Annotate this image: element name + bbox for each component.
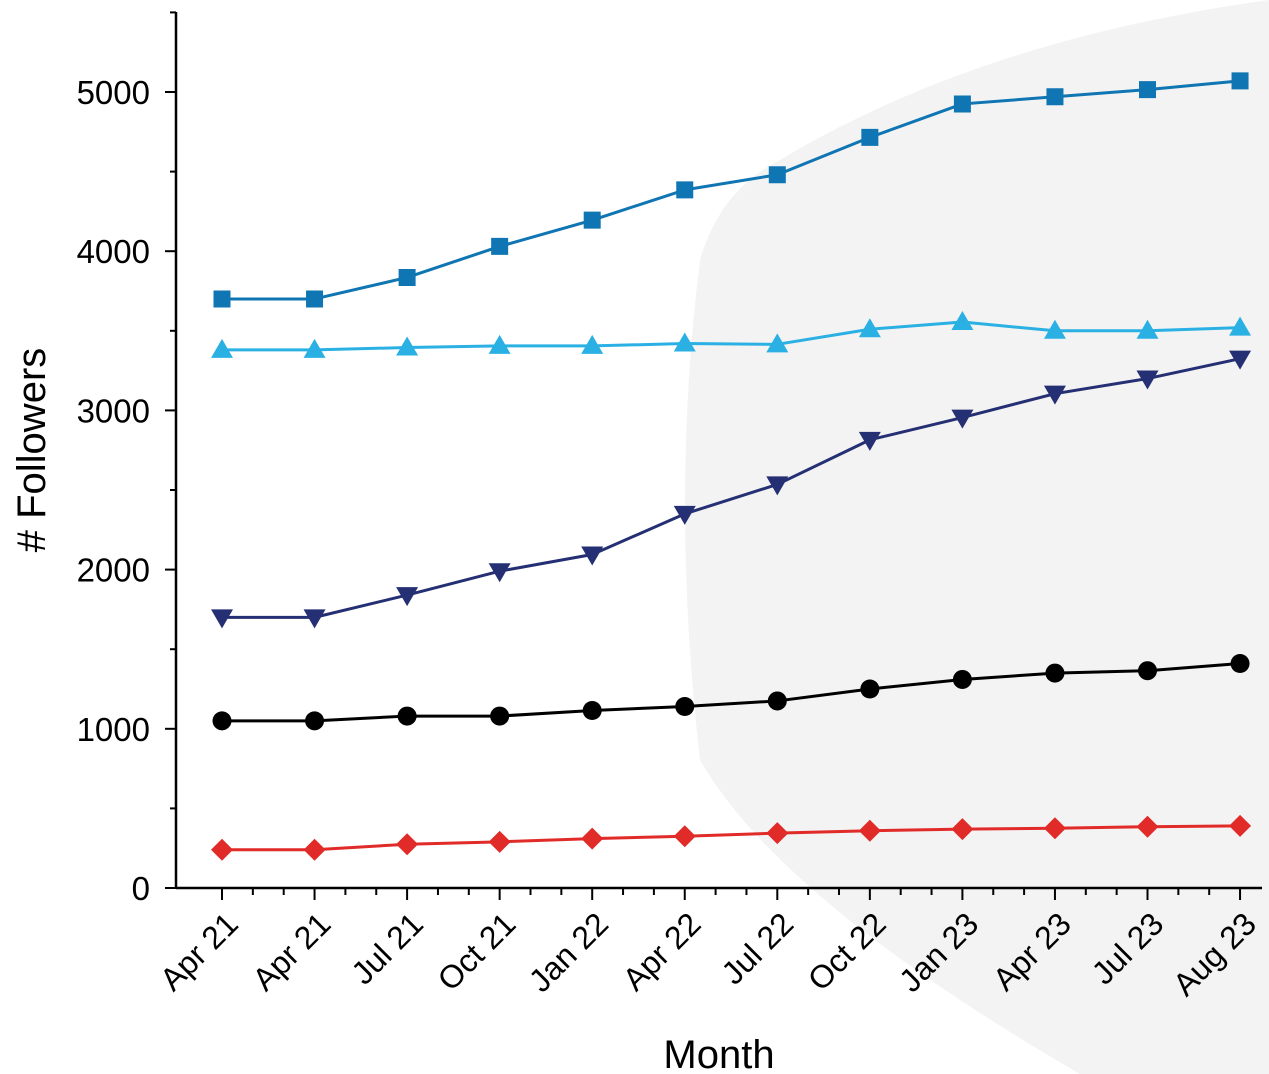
data-point [211, 609, 233, 629]
data-point [581, 546, 604, 566]
series-diamond [211, 814, 1252, 861]
data-point [951, 818, 974, 841]
data-point [675, 697, 695, 717]
x-tick-label: Apr 21 [153, 905, 245, 997]
x-tick-label: Apr 21 [245, 905, 337, 997]
data-point [488, 563, 511, 583]
data-point [673, 825, 696, 848]
data-point [766, 822, 789, 845]
data-point [1230, 654, 1250, 674]
data-point [858, 819, 881, 842]
data-point [1229, 814, 1252, 837]
series-line [222, 662, 1241, 723]
data-point [1136, 815, 1159, 838]
data-point [673, 505, 696, 525]
x-tick-label: Jul 22 [714, 905, 800, 991]
data-point [1046, 88, 1064, 106]
axes [174, 12, 1262, 890]
data-point [1229, 350, 1252, 370]
data-point [860, 679, 880, 699]
series-line [222, 320, 1241, 352]
data-point [306, 290, 324, 308]
data-point [767, 691, 787, 711]
data-point [397, 706, 417, 726]
data-point [1229, 316, 1252, 336]
data-point [766, 476, 789, 496]
series-circle [212, 654, 1250, 731]
data-point [951, 311, 974, 331]
data-point [488, 830, 511, 853]
data-point [1045, 663, 1065, 683]
y-axis-label: # Followers [10, 348, 54, 553]
data-point [212, 711, 232, 731]
x-tick-label: Jul 21 [344, 905, 430, 991]
data-point [490, 706, 510, 726]
data-point [396, 336, 419, 356]
series-square [213, 72, 1249, 308]
data-point [858, 318, 881, 338]
data-point [305, 711, 325, 731]
data-point [488, 334, 511, 354]
data-point [673, 332, 696, 352]
data-point [491, 237, 509, 255]
data-point [303, 838, 326, 861]
series-layer [211, 72, 1252, 861]
series-triangle-up [211, 311, 1252, 358]
y-tick-label: 4000 [77, 233, 150, 270]
data-point [211, 338, 233, 358]
y-tick-label: 3000 [77, 392, 150, 429]
data-point [303, 609, 326, 629]
data-point [211, 838, 233, 861]
y-tick-label: 5000 [77, 74, 150, 111]
data-point [768, 166, 786, 184]
data-point [858, 431, 881, 451]
data-point [861, 128, 879, 146]
data-point [396, 833, 419, 856]
data-point [953, 95, 971, 113]
data-point [396, 587, 419, 607]
series-triangle-down [211, 350, 1252, 629]
data-point [952, 669, 972, 689]
x-tick-label: Apr 22 [616, 905, 708, 997]
x-axis-label: Month [663, 1033, 774, 1074]
data-point [303, 338, 326, 358]
data-point [676, 181, 694, 199]
series-line [222, 79, 1241, 301]
data-point [581, 334, 604, 354]
y-tick-label: 1000 [77, 711, 150, 748]
series-line [222, 357, 1241, 619]
data-point [1043, 385, 1066, 405]
x-tick-label: Jan 22 [522, 905, 615, 998]
data-point [1138, 661, 1157, 681]
series-line [222, 824, 1241, 852]
data-point [213, 290, 231, 308]
data-point [581, 827, 604, 850]
data-point [766, 333, 789, 353]
x-tick-label: Oct 21 [430, 905, 522, 997]
background-watermark [685, 0, 1269, 1074]
data-point [1231, 72, 1249, 90]
data-point [1136, 319, 1159, 339]
data-point [583, 211, 601, 229]
x-tick-label: Oct 22 [801, 905, 893, 997]
data-point [1136, 370, 1159, 390]
y-tick-label: 2000 [77, 552, 150, 589]
data-point [1043, 319, 1066, 339]
data-point [582, 700, 602, 720]
y-tick-label: 0 [132, 870, 150, 907]
data-point [951, 409, 974, 429]
data-point [398, 268, 416, 286]
data-point [1043, 817, 1066, 840]
y-ticks: 0 1000 2000 3000 4000 5000 [77, 11, 176, 907]
data-point [1139, 81, 1156, 99]
